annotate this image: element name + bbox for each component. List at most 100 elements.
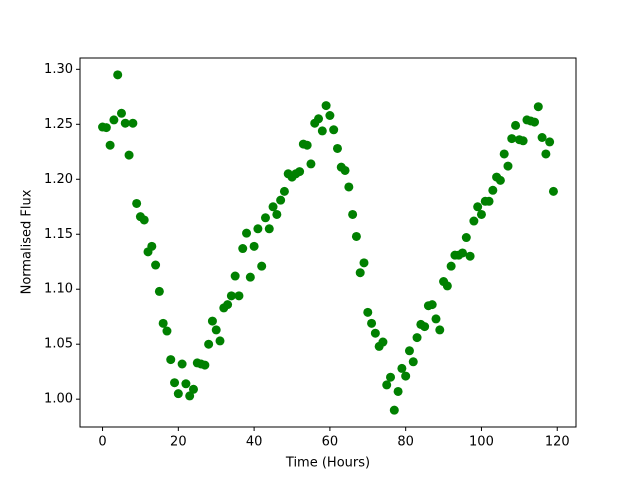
data-point bbox=[499, 149, 509, 159]
data-point bbox=[329, 125, 339, 135]
data-point bbox=[435, 325, 445, 335]
data-point bbox=[154, 286, 164, 296]
data-point bbox=[507, 134, 517, 144]
data-point bbox=[401, 371, 411, 381]
data-point bbox=[355, 268, 365, 278]
data-point bbox=[260, 213, 270, 223]
data-point bbox=[378, 337, 388, 347]
data-point bbox=[253, 224, 263, 234]
plot-frame bbox=[79, 57, 577, 428]
data-point bbox=[397, 363, 407, 373]
data-point bbox=[431, 314, 441, 324]
data-point bbox=[181, 379, 191, 389]
data-point bbox=[465, 251, 475, 261]
data-point bbox=[173, 389, 183, 399]
data-point bbox=[306, 159, 316, 169]
y-tick-label: 1.00 bbox=[44, 392, 73, 407]
data-point bbox=[545, 137, 555, 147]
data-point bbox=[166, 355, 176, 365]
data-point bbox=[363, 307, 373, 317]
data-point bbox=[211, 325, 221, 335]
data-point bbox=[245, 272, 255, 282]
data-point bbox=[264, 224, 274, 234]
data-point bbox=[548, 186, 558, 196]
data-point bbox=[268, 202, 278, 212]
data-point bbox=[257, 261, 267, 271]
x-tick-label: 60 bbox=[322, 435, 339, 450]
data-point bbox=[317, 126, 327, 136]
y-tick-label: 1.20 bbox=[44, 172, 73, 187]
data-point bbox=[238, 244, 248, 254]
data-point bbox=[476, 209, 486, 219]
data-point bbox=[279, 186, 289, 196]
y-tick-label: 1.30 bbox=[44, 62, 73, 77]
data-point bbox=[276, 195, 286, 205]
data-point bbox=[321, 101, 331, 111]
y-tick-label: 1.10 bbox=[44, 282, 73, 297]
x-tick-label: 120 bbox=[545, 435, 570, 450]
data-point bbox=[408, 357, 418, 367]
data-point bbox=[386, 372, 396, 382]
data-point bbox=[162, 326, 172, 336]
data-point bbox=[340, 165, 350, 175]
y-axis-label: Normalised Flux bbox=[20, 189, 35, 294]
data-point bbox=[272, 209, 282, 219]
data-point bbox=[105, 140, 115, 150]
data-point bbox=[469, 216, 479, 226]
data-point bbox=[177, 359, 187, 369]
data-point bbox=[204, 339, 214, 349]
data-point bbox=[351, 231, 361, 241]
data-point bbox=[249, 241, 259, 251]
data-point bbox=[151, 260, 161, 270]
x-tick-label: 40 bbox=[246, 435, 263, 450]
data-point bbox=[234, 291, 244, 301]
data-point bbox=[170, 378, 180, 388]
data-point bbox=[537, 132, 547, 142]
data-point bbox=[242, 228, 252, 238]
data-point bbox=[147, 241, 157, 251]
data-point bbox=[427, 300, 437, 310]
data-point bbox=[511, 120, 521, 130]
data-point bbox=[533, 102, 543, 112]
y-tick-label: 1.25 bbox=[44, 117, 73, 132]
data-point bbox=[393, 386, 403, 396]
data-point bbox=[188, 384, 198, 394]
data-point bbox=[442, 281, 452, 291]
data-point bbox=[344, 182, 354, 192]
data-point bbox=[541, 149, 551, 159]
data-point bbox=[404, 346, 414, 356]
data-point bbox=[382, 380, 392, 390]
data-point bbox=[473, 202, 483, 212]
x-tick-label: 20 bbox=[170, 435, 187, 450]
x-axis-label: Time (Hours) bbox=[285, 456, 370, 471]
data-point bbox=[446, 261, 456, 271]
data-point bbox=[518, 136, 528, 146]
data-point bbox=[128, 118, 138, 128]
data-point bbox=[359, 258, 369, 268]
data-point bbox=[120, 118, 130, 128]
data-point bbox=[503, 161, 513, 171]
data-point bbox=[412, 333, 422, 343]
data-point bbox=[116, 108, 126, 118]
y-tick-label: 1.15 bbox=[44, 227, 73, 242]
data-point bbox=[314, 114, 324, 124]
data-point bbox=[223, 300, 233, 310]
data-point bbox=[185, 391, 195, 401]
data-point bbox=[461, 233, 471, 243]
data-point bbox=[484, 196, 494, 206]
x-tick-label: 100 bbox=[469, 435, 494, 450]
data-point bbox=[530, 117, 540, 127]
data-point bbox=[113, 70, 123, 80]
data-point bbox=[488, 185, 498, 195]
data-point bbox=[200, 360, 210, 370]
data-point bbox=[226, 291, 236, 301]
data-point bbox=[325, 111, 335, 121]
data-point bbox=[420, 322, 430, 332]
data-point bbox=[124, 150, 134, 160]
data-point bbox=[207, 316, 217, 326]
data-point bbox=[370, 328, 380, 338]
data-point bbox=[295, 167, 305, 177]
y-tick-label: 1.05 bbox=[44, 337, 73, 352]
data-point bbox=[458, 248, 468, 258]
